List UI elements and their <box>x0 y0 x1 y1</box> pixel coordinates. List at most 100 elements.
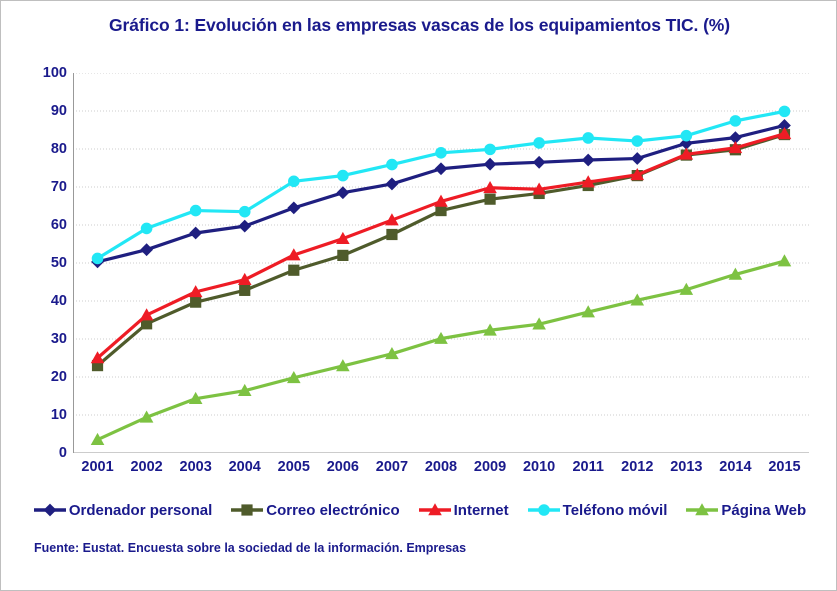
legend-item[interactable]: Teléfono móvil <box>527 501 668 519</box>
x-axis-tick-label: 2013 <box>670 459 703 475</box>
data-point-marker <box>288 175 300 188</box>
legend-swatch-circle-icon <box>527 504 560 516</box>
data-point-marker <box>237 383 252 396</box>
series-p-gina-web <box>90 254 792 446</box>
series-line <box>95 123 787 264</box>
y-axis-tick-label: 90 <box>50 103 67 119</box>
data-point-marker <box>435 147 447 159</box>
y-axis-tick-label: 80 <box>50 141 67 157</box>
legend-label: Página Web <box>721 501 807 519</box>
data-point-marker <box>189 226 203 240</box>
x-axis-labels: 2001 2002 2003 2004 2005 2006 2007 2008 2009 2010… <box>73 459 809 483</box>
y-axis-tick-label: 40 <box>50 293 67 309</box>
data-point-marker <box>532 155 546 169</box>
series-line <box>95 259 787 442</box>
data-point-marker <box>581 305 595 318</box>
data-point-marker <box>287 370 301 384</box>
y-axis-tick-label: 60 <box>50 217 67 233</box>
y-axis-tick-label: 50 <box>50 255 67 271</box>
data-point-marker <box>778 105 791 118</box>
data-point-marker <box>336 359 350 372</box>
legend-swatch-triangle-icon <box>686 503 719 516</box>
data-point-marker <box>728 267 743 280</box>
x-axis-tick-label: 2001 <box>81 459 114 475</box>
source-note: Fuente: Eustat. Encuesta sobre la socied… <box>34 541 467 555</box>
data-point-marker <box>484 143 496 156</box>
chart-title: Gráfico 1: Evolución en las empresas vas… <box>109 15 730 35</box>
data-point-marker <box>483 180 497 194</box>
data-point-marker <box>190 296 202 308</box>
data-point-marker <box>336 231 350 244</box>
data-point-marker <box>140 243 153 257</box>
data-point-marker <box>581 153 595 167</box>
y-axis-tick-label: 30 <box>50 331 67 347</box>
data-point-marker <box>140 222 153 235</box>
legend-item[interactable]: Correo electrónico <box>230 501 400 519</box>
y-axis-tick-label: 20 <box>50 369 67 385</box>
data-point-marker <box>630 293 645 306</box>
data-point-marker <box>695 503 710 516</box>
data-point-marker <box>337 249 349 261</box>
x-axis-tick-label: 2006 <box>326 459 359 475</box>
data-point-marker <box>435 204 447 217</box>
data-point-marker <box>238 219 252 233</box>
x-axis-tick-label: 2015 <box>768 459 801 475</box>
data-point-marker <box>386 228 398 241</box>
data-point-marker <box>141 318 153 330</box>
x-axis-tick-label: 2008 <box>424 459 458 475</box>
legend-label: Internet <box>453 501 509 519</box>
chart-plot-svg <box>73 73 809 453</box>
data-point-marker <box>237 272 252 286</box>
data-point-marker <box>533 137 545 149</box>
data-point-marker <box>483 157 497 171</box>
data-point-marker <box>337 169 349 182</box>
y-axis-labels: 0 10 20 30 40 50 60 70 80 90 100 <box>19 65 67 461</box>
data-point-marker <box>777 254 792 267</box>
chart-legend: Ordenador personal Correo electrónico Inte… <box>1 497 837 523</box>
data-point-marker <box>188 391 203 404</box>
data-point-marker <box>238 205 251 218</box>
data-point-marker <box>241 504 253 516</box>
y-axis-tick-label: 100 <box>42 65 67 81</box>
series-internet <box>90 127 792 364</box>
data-point-marker <box>728 141 743 154</box>
legend-label: Teléfono móvil <box>562 501 668 519</box>
data-point-marker <box>729 131 742 144</box>
data-point-marker <box>427 503 442 516</box>
data-point-marker <box>386 158 398 171</box>
legend-item[interactable]: Ordenador personal <box>33 502 212 519</box>
data-point-marker <box>630 152 644 165</box>
data-point-marker <box>582 132 594 144</box>
data-point-marker <box>288 264 300 276</box>
data-point-marker <box>336 186 350 200</box>
legend-label: Correo electrónico <box>266 501 400 519</box>
legend-swatch-diamond-icon <box>33 503 66 517</box>
x-axis-tick-label: 2009 <box>473 459 507 475</box>
data-point-marker <box>777 127 792 140</box>
y-axis-tick-label: 0 <box>58 445 67 461</box>
x-axis-tick-label: 2007 <box>375 459 409 475</box>
legend-item[interactable]: Internet <box>418 502 509 519</box>
data-point-marker <box>537 504 550 516</box>
data-point-marker <box>91 360 104 372</box>
x-axis-tick-label: 2010 <box>522 459 556 475</box>
data-point-marker <box>139 308 154 321</box>
data-point-marker <box>239 284 251 296</box>
data-point-marker <box>483 323 497 336</box>
data-point-marker <box>139 410 154 423</box>
data-point-marker <box>90 432 105 446</box>
data-point-marker <box>680 129 693 142</box>
data-point-marker <box>484 193 496 205</box>
x-axis-tick-label: 2005 <box>277 459 310 475</box>
data-point-marker <box>434 331 448 344</box>
data-point-marker <box>631 135 644 147</box>
data-point-marker <box>434 162 448 176</box>
legend-item[interactable]: Página Web <box>685 502 806 519</box>
legend-swatch-triangle-icon <box>418 503 451 516</box>
x-axis-tick-label: 2014 <box>719 459 752 475</box>
data-point-marker <box>679 147 694 160</box>
data-point-marker <box>434 194 448 207</box>
y-axis-tick-label: 70 <box>50 179 67 195</box>
data-point-marker <box>287 201 301 215</box>
x-axis-tick-label: 2002 <box>130 459 163 475</box>
